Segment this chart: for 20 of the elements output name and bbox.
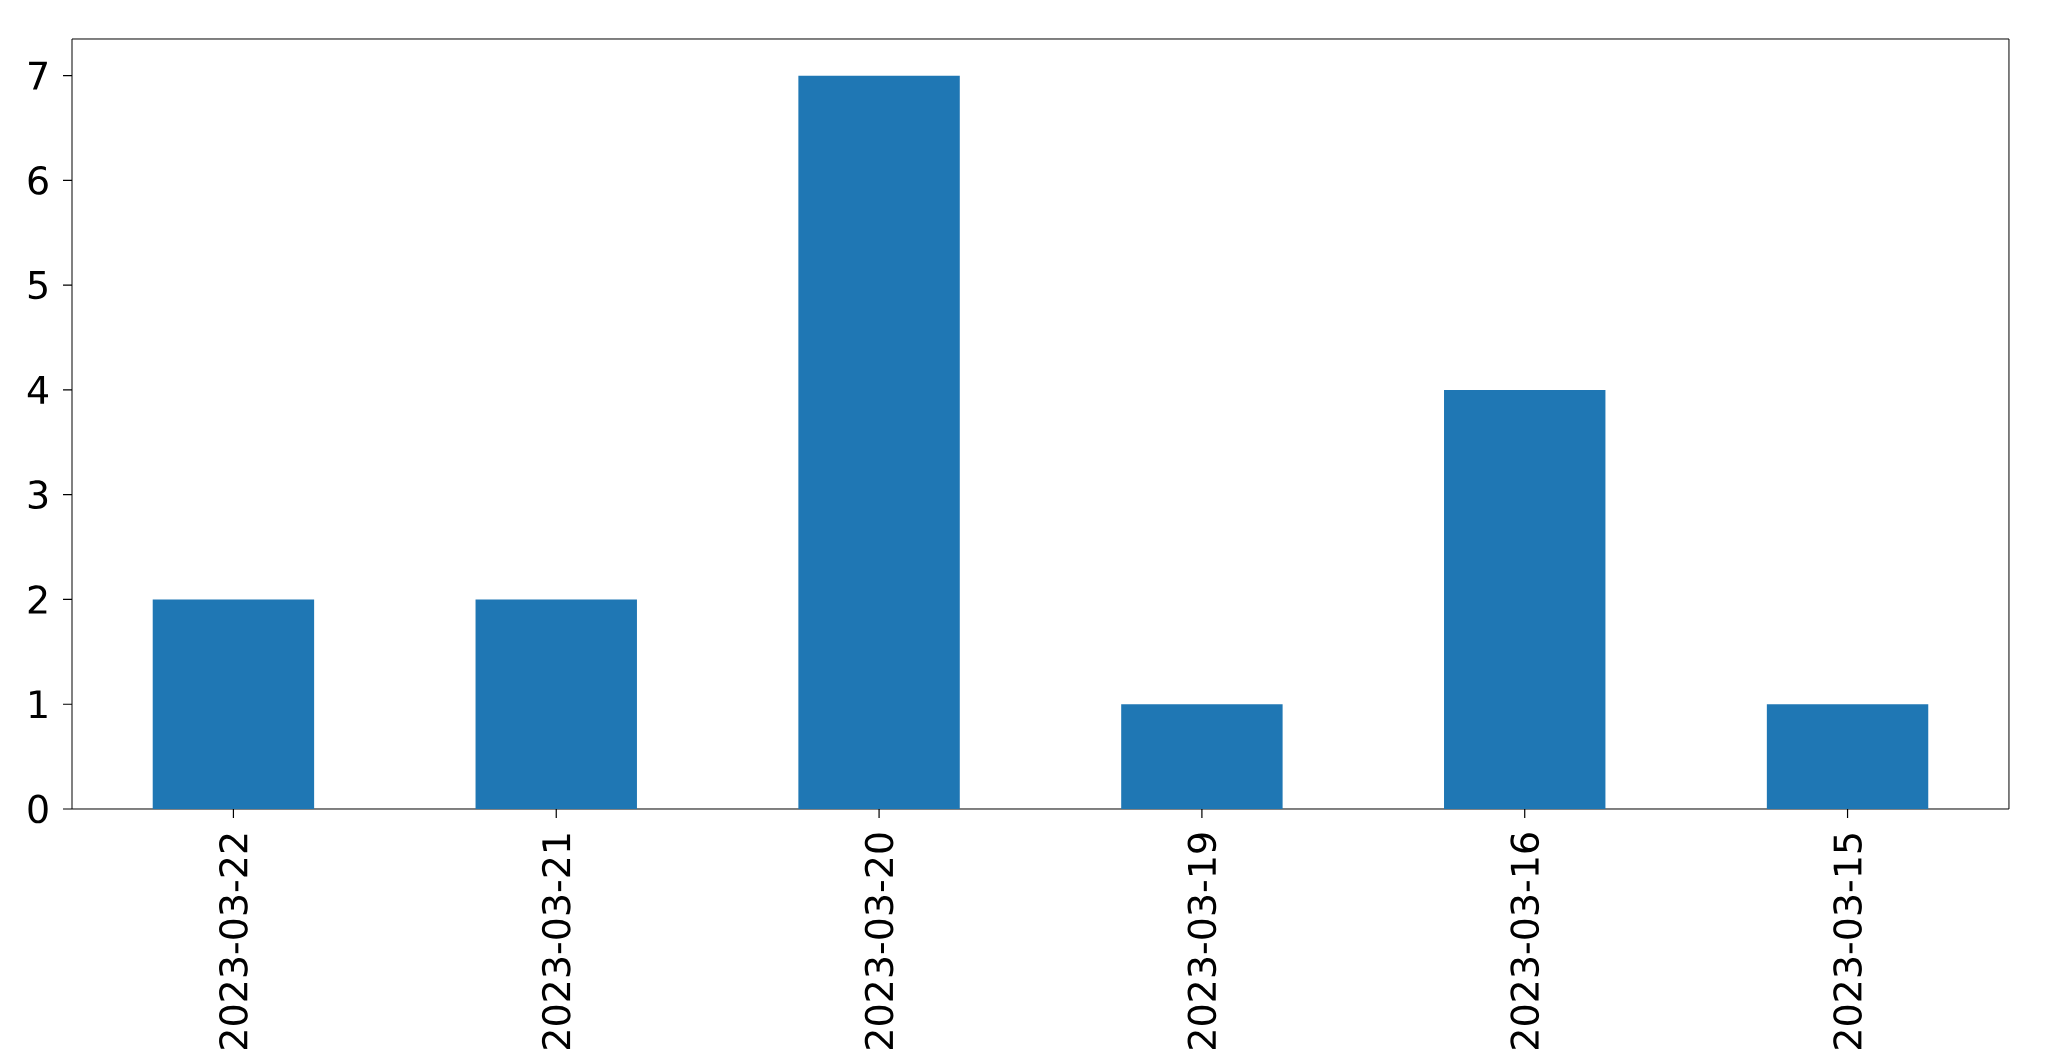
x-tick-label: 2023-03-22 <box>219 834 248 1049</box>
x-tick-label: 2023-03-21 <box>541 834 571 1049</box>
y-tick-label: 6 <box>28 165 48 195</box>
x-tick-label: 2023-03-19 <box>1187 833 1217 1049</box>
bar <box>1121 704 1283 809</box>
x-tick-label: 2023-03-16 <box>1510 833 1540 1049</box>
y-tick-label: 3 <box>28 480 48 509</box>
y-tick-label: 2 <box>28 585 47 614</box>
x-tick-label: 2023-03-20 <box>864 833 894 1049</box>
bar <box>152 599 315 809</box>
y-tick-label: 4 <box>27 375 49 404</box>
y-tick-label: 7 <box>29 61 47 90</box>
y-tick-label: 0 <box>28 794 48 824</box>
y-tick-label: 5 <box>28 270 47 300</box>
bar <box>798 75 960 809</box>
y-tick-label: 1 <box>30 690 47 718</box>
x-tick-label: 2023-03-15 <box>1833 834 1862 1049</box>
bar <box>475 599 637 809</box>
bar <box>1444 389 1606 809</box>
bar <box>1766 704 1929 809</box>
